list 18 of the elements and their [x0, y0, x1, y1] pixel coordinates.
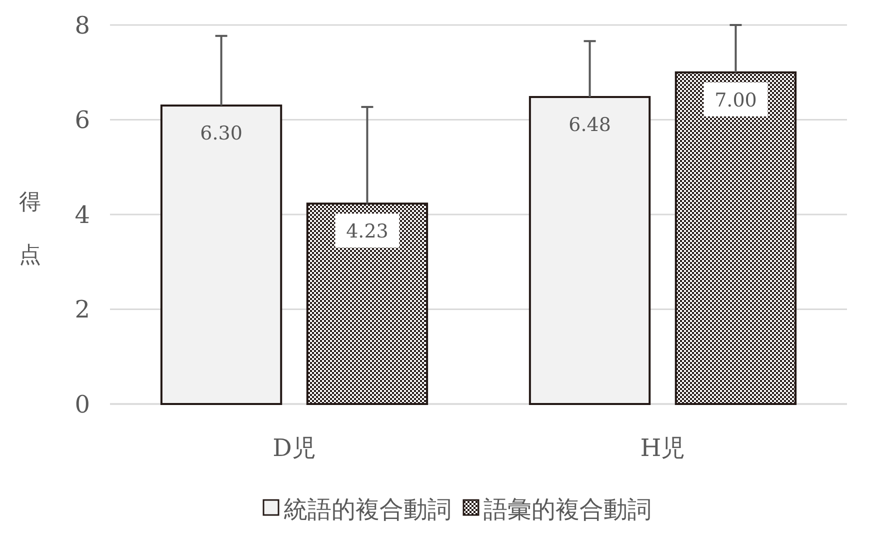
- data-label: 7.00: [714, 89, 757, 112]
- y-tick-label: 0: [74, 390, 90, 418]
- x-tick-label: H児: [640, 434, 686, 462]
- data-label: 6.48: [568, 114, 611, 136]
- y-tick-label: 8: [74, 11, 90, 40]
- bar: [528, 96, 651, 405]
- data-label: 4.23: [346, 220, 388, 243]
- x-tick-label: D児: [272, 434, 316, 462]
- bar: [306, 202, 428, 405]
- legend-label: 語彙的複合動詞: [484, 495, 652, 524]
- y-tick-label: 2: [74, 296, 90, 324]
- y-tick-label: 6: [74, 106, 90, 134]
- legend-label: 統語的複合動詞: [284, 495, 452, 524]
- bar: [674, 71, 797, 405]
- data-label: 6.30: [200, 122, 242, 145]
- y-tick-label: 4: [74, 200, 90, 229]
- text: 得点: [19, 190, 41, 268]
- bar: [160, 104, 282, 405]
